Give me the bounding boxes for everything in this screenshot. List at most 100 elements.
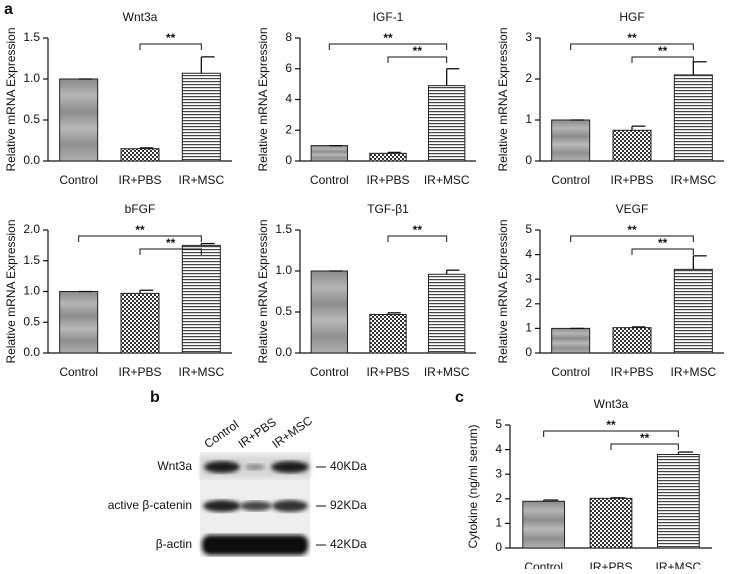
panel-label: b (150, 389, 160, 406)
x-tick-label: IR+MSC (655, 560, 701, 569)
y-axis-title: Relative mRNA Expression (4, 219, 18, 363)
y-tick-label: 3 (525, 30, 532, 44)
x-tick-label: IR+MSC (424, 173, 470, 187)
x-tick-label: IR+MSC (670, 173, 716, 187)
y-tick-label: 2.0 (23, 222, 40, 236)
y-tick-label: 0.0 (23, 153, 40, 167)
y-tick-label: 1.0 (275, 263, 292, 277)
y-tick-label: 2 (495, 491, 502, 505)
significance-bracket (387, 56, 448, 63)
y-tick-label: 0.5 (275, 304, 292, 318)
blot-row-label: active β-catenin (108, 498, 192, 512)
bar (369, 152, 407, 162)
bar (522, 500, 566, 549)
panel-label: c (455, 389, 464, 406)
blot-column-label: Control (202, 417, 242, 451)
x-tick-label: IR+PBS (589, 560, 632, 569)
x-tick-label: Control (310, 365, 349, 379)
significance-label: ** (166, 236, 176, 250)
bar (427, 273, 466, 354)
bar (551, 327, 591, 354)
significance-bracket (610, 443, 679, 450)
y-tick-label: 4 (285, 92, 292, 106)
chart-title: IGF-1 (373, 10, 404, 24)
blot-size-label: 92KDa (330, 498, 367, 512)
x-tick-label: IR+PBS (610, 173, 653, 187)
bar (369, 313, 407, 354)
significance-bracket (631, 56, 694, 63)
x-tick-label: IR+MSC (178, 365, 224, 379)
bar (181, 72, 221, 162)
y-tick-label: 2 (285, 122, 292, 136)
y-axis-title: Relative mRNA Expression (256, 219, 270, 363)
y-tick-label: 2 (525, 71, 532, 85)
bar (181, 244, 221, 354)
y-tick-label: 1.5 (275, 222, 292, 236)
significance-label: ** (413, 44, 423, 58)
y-tick-label: 3 (525, 271, 532, 285)
chart-title: bFGF (125, 202, 156, 216)
y-tick-label: 1 (495, 516, 502, 530)
significance-label: ** (658, 44, 668, 58)
significance-label: ** (658, 236, 668, 250)
y-tick-label: 5 (525, 222, 532, 236)
y-tick-label: 5 (495, 417, 502, 431)
bar (120, 148, 160, 162)
x-tick-label: Control (59, 173, 98, 187)
bar (673, 74, 713, 162)
bar (612, 327, 652, 354)
significance-bracket (570, 43, 694, 50)
blot-row-label: Wnt3a (157, 459, 192, 473)
bar (310, 270, 349, 354)
x-tick-label: IR+PBS (366, 173, 409, 187)
bar (120, 292, 160, 354)
x-tick-label: IR+MSC (178, 173, 224, 187)
blot-column-label: IR+PBS (236, 415, 279, 451)
bar (589, 497, 633, 549)
blot-size-label: 42KDa (330, 537, 367, 551)
significance-bracket (570, 235, 694, 242)
significance-bracket (139, 248, 202, 255)
y-tick-label: 0 (495, 540, 502, 554)
y-tick-label: 4 (495, 442, 502, 456)
y-tick-label: 0 (525, 345, 532, 359)
blot-image (200, 452, 310, 557)
x-tick-label: IR+PBS (118, 365, 161, 379)
x-tick-label: Control (524, 560, 563, 569)
y-tick-label: 6 (285, 61, 292, 75)
x-tick-label: IR+PBS (610, 365, 653, 379)
y-tick-label: 0 (525, 153, 532, 167)
bar (673, 268, 713, 354)
significance-label: ** (606, 418, 616, 432)
bar (310, 145, 349, 162)
bar (551, 119, 591, 162)
x-tick-label: IR+PBS (366, 365, 409, 379)
y-tick-label: 1.5 (23, 30, 40, 44)
x-tick-label: Control (551, 173, 590, 187)
y-tick-label: 1.5 (23, 253, 40, 267)
y-tick-label: 8 (285, 30, 292, 44)
significance-bracket (78, 235, 202, 242)
y-axis-title: Relative mRNA Expression (496, 219, 510, 363)
x-tick-label: Control (59, 365, 98, 379)
bar (656, 454, 700, 549)
y-axis-title: Relative mRNA Expression (256, 27, 270, 171)
y-tick-label: 1.0 (23, 284, 40, 298)
y-tick-label: 3 (495, 466, 502, 480)
significance-label: ** (383, 31, 393, 45)
x-tick-label: IR+MSC (670, 365, 716, 379)
chart-title: HGF (619, 10, 644, 24)
chart-title: Wnt3a (594, 397, 629, 411)
significance-label: ** (135, 223, 145, 237)
chart-title: Wnt3a (123, 10, 158, 24)
bar (427, 85, 466, 162)
y-axis-title: Relative mRNA Expression (4, 27, 18, 171)
chart-title: TGF-β1 (367, 202, 409, 216)
significance-bracket (387, 235, 448, 242)
y-tick-label: 0.5 (23, 314, 40, 328)
y-tick-label: 2 (525, 296, 532, 310)
x-tick-label: IR+MSC (424, 365, 470, 379)
y-tick-label: 1 (525, 112, 532, 126)
blot-row-label: β-actin (156, 537, 192, 551)
